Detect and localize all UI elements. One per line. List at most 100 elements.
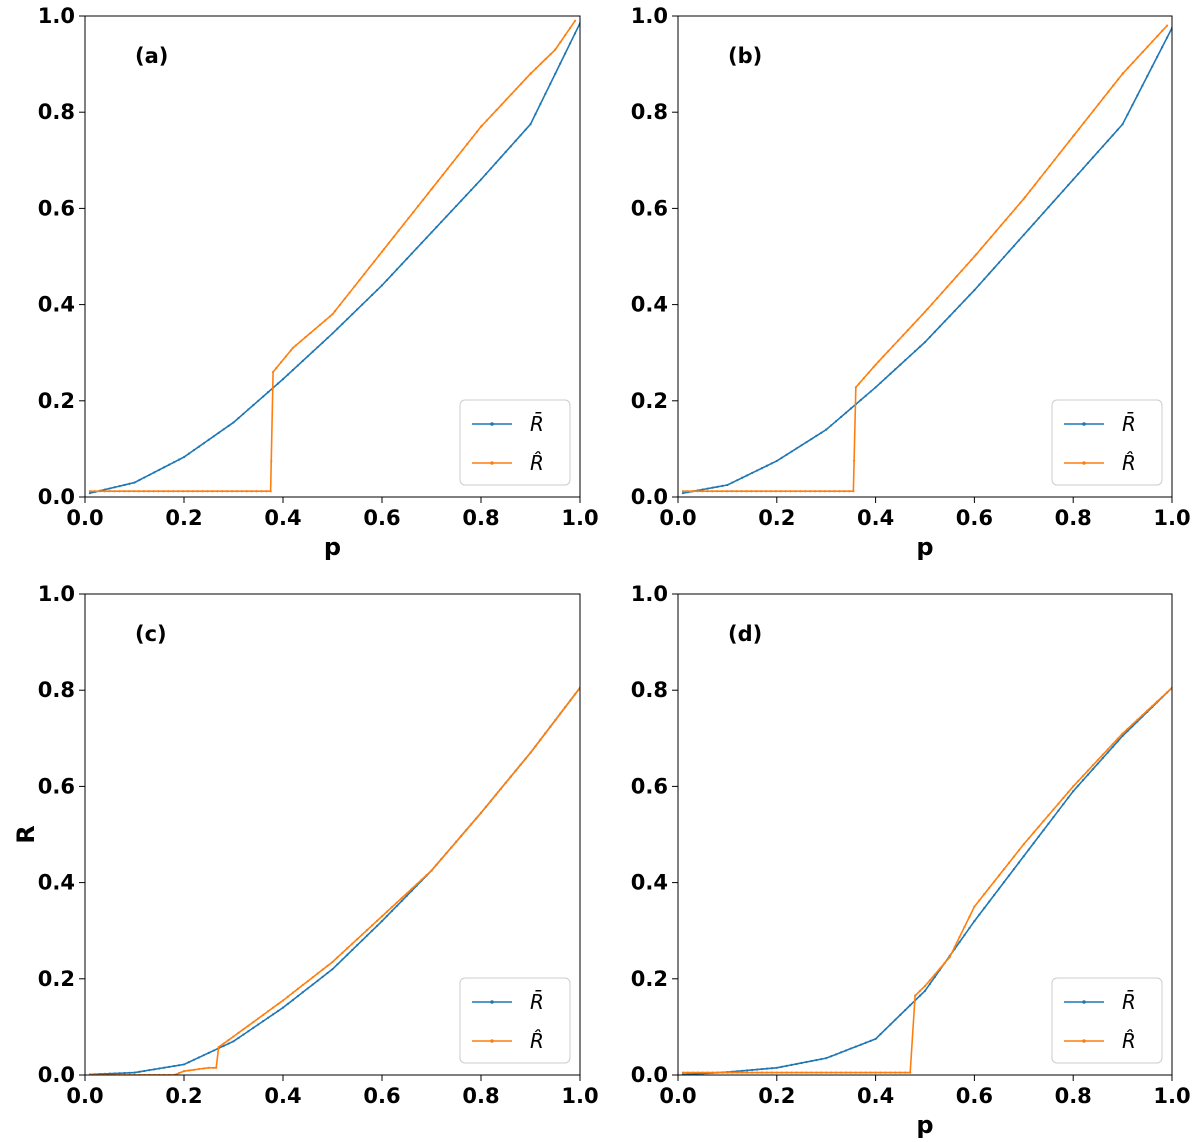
data-point: [1022, 197, 1025, 200]
data-point: [799, 490, 802, 493]
data-point: [309, 331, 312, 335]
data-point: [760, 1067, 764, 1071]
data-point: [985, 241, 988, 244]
data-point: [1072, 178, 1075, 181]
data-point: [148, 1069, 151, 1072]
data-point: [559, 62, 562, 65]
data-point: [1019, 201, 1022, 204]
data-point: [240, 490, 243, 493]
data-point: [554, 72, 557, 75]
x-axis-label: p: [916, 533, 933, 561]
legend-box: [459, 399, 571, 486]
data-point: [943, 961, 946, 965]
data-point: [825, 1057, 828, 1060]
data-point: [499, 156, 502, 159]
data-point: [1161, 695, 1164, 699]
x-axis-label: p: [916, 1111, 933, 1139]
data-point: [216, 490, 219, 493]
data-point: [751, 1068, 754, 1072]
data-point: [554, 48, 557, 51]
data-point: [143, 1069, 146, 1073]
data-point: [899, 1071, 902, 1074]
data-point: [456, 155, 459, 158]
data-point: [212, 1066, 215, 1069]
data-point: [371, 924, 374, 927]
data-point: [800, 1061, 803, 1065]
data-point: [247, 1024, 250, 1027]
data-point: [973, 919, 976, 923]
data-point: [884, 1028, 887, 1031]
data-point: [495, 108, 498, 111]
data-point: [366, 298, 369, 301]
data-point: [1027, 228, 1030, 231]
legend-marker-bar: [490, 1000, 494, 1004]
data-point: [475, 130, 479, 133]
data-point: [353, 285, 356, 288]
data-point: [686, 490, 689, 493]
data-point: [701, 488, 704, 491]
data-point: [331, 313, 334, 316]
data-point: [1116, 737, 1119, 740]
data-point: [970, 258, 973, 261]
data-point: [938, 325, 941, 328]
legend-label-hat: R̂: [530, 1029, 544, 1053]
data-point: [257, 1023, 260, 1026]
data-point: [88, 490, 92, 493]
data-point: [1077, 172, 1080, 176]
data-point: [343, 297, 346, 300]
data-point: [1022, 855, 1025, 858]
data-point: [123, 490, 126, 493]
axes-frame: [677, 593, 1173, 1076]
data-point: [281, 1006, 285, 1009]
data-point: [1007, 874, 1011, 877]
legend: R̄ R̂: [1051, 399, 1163, 486]
data-point: [1092, 109, 1095, 112]
data-point: [963, 925, 966, 928]
data-point: [1017, 849, 1020, 852]
data-point: [1136, 718, 1139, 721]
data-point: [559, 712, 562, 715]
data-point: [260, 490, 263, 493]
data-point: [138, 478, 141, 482]
data-point: [222, 1044, 225, 1048]
data-point: [361, 939, 364, 942]
data-point: [755, 469, 759, 472]
data-point: [270, 460, 273, 463]
data-point: [341, 958, 344, 961]
data-point: [805, 1071, 808, 1074]
data-point: [202, 1067, 205, 1070]
x-tick-label: 0.6: [363, 1084, 400, 1108]
data-point: [815, 1071, 818, 1074]
data-point: [1047, 206, 1050, 209]
data-point: [291, 346, 294, 349]
data-point: [564, 706, 567, 709]
data-point: [514, 769, 517, 772]
y-tick-label: 1.0: [631, 4, 668, 28]
data-point: [445, 852, 448, 855]
data-point: [1029, 189, 1032, 192]
data-point: [897, 339, 900, 342]
data-point: [789, 490, 792, 493]
data-point: [938, 967, 941, 970]
data-point: [132, 490, 136, 493]
data-point: [965, 264, 968, 267]
data-point: [197, 1068, 200, 1071]
data-point: [755, 490, 758, 493]
data-point: [267, 1010, 270, 1013]
data-point: [852, 490, 855, 493]
data-point: [1072, 785, 1075, 788]
data-point: [460, 199, 463, 202]
data-point: [736, 1071, 739, 1074]
data-point: [869, 1071, 872, 1074]
series-line-bar: [682, 687, 1172, 1075]
data-point: [882, 355, 885, 358]
data-point: [306, 987, 309, 990]
data-point: [909, 1004, 912, 1007]
data-point: [1106, 748, 1109, 751]
data-point: [706, 487, 709, 490]
series-line-bar: [682, 27, 1172, 494]
data-point: [460, 834, 463, 838]
data-point: [316, 346, 319, 349]
data-point: [247, 1030, 250, 1033]
data-point: [294, 344, 297, 347]
